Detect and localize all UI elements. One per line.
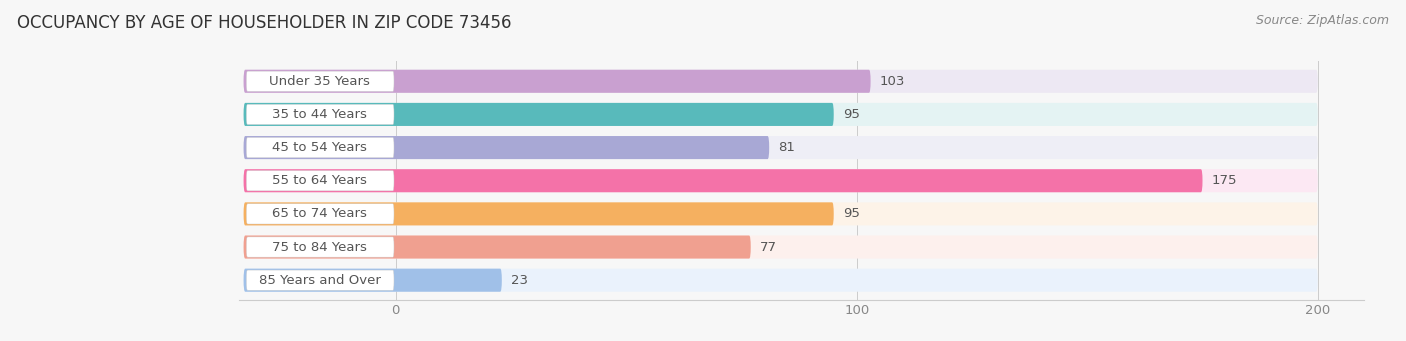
Text: OCCUPANCY BY AGE OF HOUSEHOLDER IN ZIP CODE 73456: OCCUPANCY BY AGE OF HOUSEHOLDER IN ZIP C… <box>17 14 512 32</box>
FancyBboxPatch shape <box>246 270 394 290</box>
FancyBboxPatch shape <box>243 169 1317 192</box>
FancyBboxPatch shape <box>246 104 394 124</box>
Text: 95: 95 <box>844 207 860 220</box>
Text: 65 to 74 Years: 65 to 74 Years <box>273 207 367 220</box>
Text: 85 Years and Over: 85 Years and Over <box>259 274 381 287</box>
FancyBboxPatch shape <box>243 269 502 292</box>
Text: 23: 23 <box>510 274 529 287</box>
FancyBboxPatch shape <box>243 70 1317 93</box>
Text: 103: 103 <box>880 75 905 88</box>
Text: Source: ZipAtlas.com: Source: ZipAtlas.com <box>1256 14 1389 27</box>
FancyBboxPatch shape <box>246 170 394 191</box>
FancyBboxPatch shape <box>243 269 1317 292</box>
Text: 35 to 44 Years: 35 to 44 Years <box>273 108 367 121</box>
FancyBboxPatch shape <box>243 169 1202 192</box>
FancyBboxPatch shape <box>243 236 1317 258</box>
FancyBboxPatch shape <box>243 103 834 126</box>
Text: 81: 81 <box>779 141 796 154</box>
FancyBboxPatch shape <box>243 136 769 159</box>
Text: 175: 175 <box>1212 174 1237 187</box>
FancyBboxPatch shape <box>246 137 394 158</box>
Text: 55 to 64 Years: 55 to 64 Years <box>273 174 367 187</box>
FancyBboxPatch shape <box>246 71 394 91</box>
Text: 75 to 84 Years: 75 to 84 Years <box>273 240 367 254</box>
Text: 95: 95 <box>844 108 860 121</box>
Text: 45 to 54 Years: 45 to 54 Years <box>273 141 367 154</box>
FancyBboxPatch shape <box>246 204 394 224</box>
Text: 77: 77 <box>759 240 778 254</box>
FancyBboxPatch shape <box>243 103 1317 126</box>
FancyBboxPatch shape <box>243 202 834 225</box>
FancyBboxPatch shape <box>246 237 394 257</box>
Text: Under 35 Years: Under 35 Years <box>270 75 370 88</box>
FancyBboxPatch shape <box>243 236 751 258</box>
FancyBboxPatch shape <box>243 202 1317 225</box>
FancyBboxPatch shape <box>243 136 1317 159</box>
FancyBboxPatch shape <box>243 70 870 93</box>
